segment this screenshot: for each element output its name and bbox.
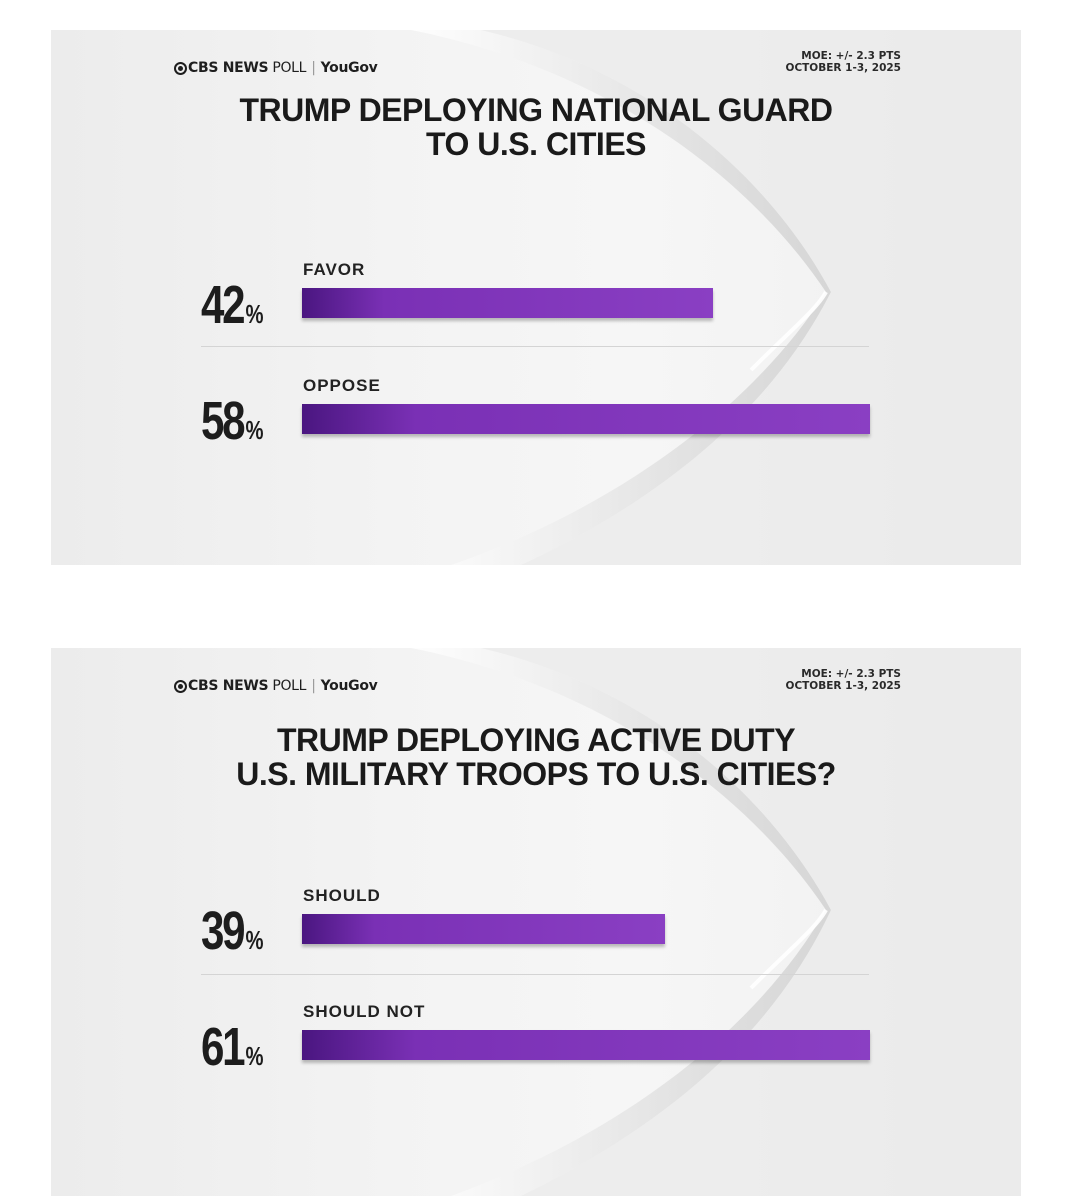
category-label: FAVOR (303, 260, 366, 279)
logo-poll: POLL (272, 60, 307, 76)
bar-should (302, 914, 665, 944)
poll-dates: OCTOBER 1-3, 2025 (785, 62, 901, 74)
logo-yougov: YouGov (320, 60, 378, 76)
logo-cbs-news: CBS NEWS (188, 678, 269, 694)
cbs-yougov-logo: CBS NEWS POLL | YouGov (174, 60, 378, 76)
value-label: 39% (201, 901, 264, 961)
bar-should-not (302, 1030, 870, 1060)
logo-separator: | (311, 678, 316, 694)
margin-of-error: MOE: +/- 2.3 PTS OCTOBER 1-3, 2025 (786, 50, 901, 74)
chart-title: TRUMP DEPLOYING NATIONAL GUARD TO U.S. C… (51, 93, 1021, 161)
chart-title: TRUMP DEPLOYING ACTIVE DUTY U.S. MILITAR… (51, 723, 1021, 791)
bar-row-should: 39% SHOULD (51, 886, 1021, 958)
title-line-2: TO U.S. CITIES (426, 126, 647, 162)
margin-of-error: MOE: +/- 2.3 PTS OCTOBER 1-3, 2025 (786, 668, 901, 692)
category-label: SHOULD NOT (303, 1002, 426, 1021)
cbs-eye-icon (174, 679, 187, 693)
logo-cbs-news: CBS NEWS (188, 60, 269, 76)
value-label: 58% (201, 391, 264, 451)
poll-panel-active-duty: CBS NEWS POLL | YouGov MOE: +/- 2.3 PTS … (51, 648, 1021, 1196)
category-label: SHOULD (303, 886, 381, 905)
poll-panel-national-guard: CBS NEWS POLL | YouGov MOE: +/- 2.3 PTS … (51, 30, 1021, 565)
moe-text: MOE: +/- 2.3 PTS (801, 50, 901, 62)
title-line-2: U.S. MILITARY TROOPS TO U.S. CITIES? (236, 756, 836, 792)
poll-dates: OCTOBER 1-3, 2025 (785, 680, 901, 692)
bar-row-should-not: 61% SHOULD NOT (51, 1002, 1021, 1074)
bar-oppose (302, 404, 870, 434)
logo-separator: | (311, 60, 316, 76)
background-swoosh (411, 648, 1021, 1196)
background-swoosh (411, 30, 1021, 565)
row-divider (201, 974, 869, 975)
row-divider (201, 346, 869, 347)
bar-row-favor: 42% FAVOR (51, 260, 1021, 332)
category-label: OPPOSE (303, 376, 381, 395)
cbs-yougov-logo: CBS NEWS POLL | YouGov (174, 678, 378, 694)
cbs-eye-icon (174, 61, 187, 75)
title-line-1: TRUMP DEPLOYING NATIONAL GUARD (239, 92, 833, 128)
value-label: 61% (201, 1017, 264, 1077)
logo-yougov: YouGov (320, 678, 378, 694)
value-label: 42% (201, 275, 264, 335)
bar-favor (302, 288, 713, 318)
moe-text: MOE: +/- 2.3 PTS (801, 668, 901, 680)
logo-poll: POLL (272, 678, 307, 694)
title-line-1: TRUMP DEPLOYING ACTIVE DUTY (276, 722, 796, 758)
bar-row-oppose: 58% OPPOSE (51, 376, 1021, 448)
